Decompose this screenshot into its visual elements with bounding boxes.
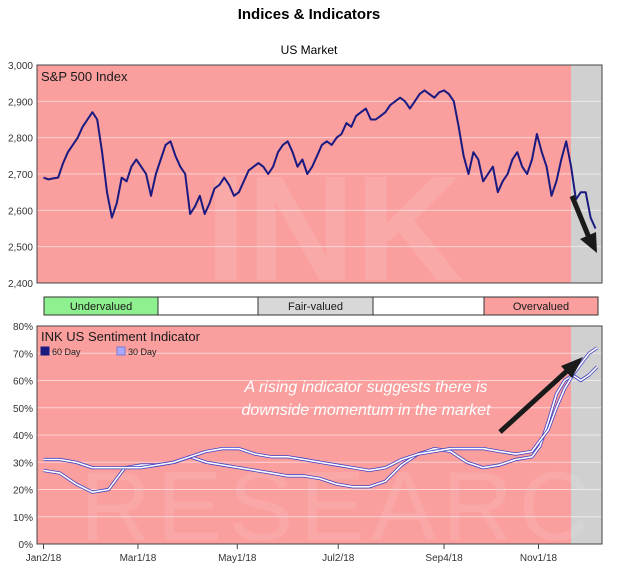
x-tick-label: Jul2/18 bbox=[322, 553, 355, 564]
bottom-x-tick-labels: Jan2/18 Mar1/18 May1/18 Jul2/18 Sep4/18 Nov1/… bbox=[26, 544, 558, 564]
x-tick-label: Nov1/18 bbox=[520, 553, 558, 564]
annotation-line-1: A rising indicator suggests there is bbox=[243, 379, 487, 396]
watermark-research: RESEARCH bbox=[80, 451, 618, 561]
annotation-line-2: downside momentum in the market bbox=[242, 402, 492, 419]
valuation-legend-bar: Undervalued Fair-valued Overvalued bbox=[43, 296, 599, 316]
bottom-chart-frame bbox=[36, 325, 603, 545]
sentiment-series bbox=[43, 346, 599, 494]
y-tick-label: 10% bbox=[13, 513, 33, 524]
y-tick-label: 2,900 bbox=[8, 97, 33, 108]
top-chart-title: S&P 500 Index bbox=[41, 69, 128, 84]
y-tick-label: 2,500 bbox=[8, 243, 33, 254]
y-tick-label: 3,000 bbox=[8, 61, 33, 72]
legend-bar-cell bbox=[157, 296, 259, 316]
legend-swatch-60-day bbox=[40, 346, 50, 356]
y-tick-label: 40% bbox=[13, 431, 33, 442]
bottom-chart-title: INK US Sentiment Indicator bbox=[41, 329, 201, 344]
bottom-y-tick-labels: 0% 10% 20% 30% 40% 50% 60% 70% 80% bbox=[13, 322, 33, 551]
series-line-60-day bbox=[43, 347, 598, 472]
watermark: INK bbox=[205, 144, 463, 312]
x-tick-label: Jan2/18 bbox=[26, 553, 62, 564]
y-tick-label: 70% bbox=[13, 349, 33, 360]
legend-label-60-day: 60 Day bbox=[52, 347, 81, 357]
y-tick-label: 2,700 bbox=[8, 170, 33, 181]
x-tick-label: Mar1/18 bbox=[120, 553, 157, 564]
legend-bar-label-undervalued: Undervalued bbox=[70, 301, 132, 313]
legend-swatch-30-day bbox=[116, 346, 126, 356]
legend-bar-label-fair-valued: Fair-valued bbox=[288, 301, 343, 313]
upward-arrow-icon bbox=[498, 357, 583, 434]
page-title: Indices & Indicators bbox=[237, 6, 381, 23]
downward-arrow-icon bbox=[569, 195, 597, 253]
y-tick-label: 80% bbox=[13, 322, 33, 333]
y-tick-label: 20% bbox=[13, 486, 33, 497]
x-tick-label: May1/18 bbox=[218, 553, 257, 564]
y-tick-label: 30% bbox=[13, 458, 33, 469]
x-tick-label: Sep4/18 bbox=[425, 553, 463, 564]
sentiment-chart: RESEARCH 0% 10% 20% 30% 40% 50% 60% 70% 80% Jan2… bbox=[13, 322, 618, 564]
y-tick-label: 50% bbox=[13, 404, 33, 415]
y-tick-label: 0% bbox=[19, 540, 34, 551]
legend-bar-cell bbox=[483, 296, 599, 316]
top-y-tick-labels: 2,400 2,500 2,600 2,700 2,800 2,900 3,000 bbox=[8, 61, 33, 290]
sp500-chart: INK 2,4002,5002,6002,7002,8002,9003,000 … bbox=[8, 61, 603, 312]
y-tick-label: 2,800 bbox=[8, 134, 33, 145]
series-line-30-day bbox=[43, 366, 598, 494]
y-tick-label: 2,600 bbox=[8, 206, 33, 217]
legend-bar-cell bbox=[372, 296, 485, 316]
top-chart-frame bbox=[36, 64, 603, 284]
series-line-index bbox=[43, 89, 597, 229]
y-tick-label: 60% bbox=[13, 377, 33, 388]
y-tick-label: 2,400 bbox=[8, 279, 33, 290]
sp500-series bbox=[43, 89, 597, 229]
legend-bar-label-overvalued: Overvalued bbox=[513, 301, 569, 313]
page-subtitle: US Market bbox=[280, 43, 338, 57]
legend-label-30-day: 30 Day bbox=[128, 347, 157, 357]
chart-legend: 60 Day 30 Day bbox=[40, 346, 157, 357]
